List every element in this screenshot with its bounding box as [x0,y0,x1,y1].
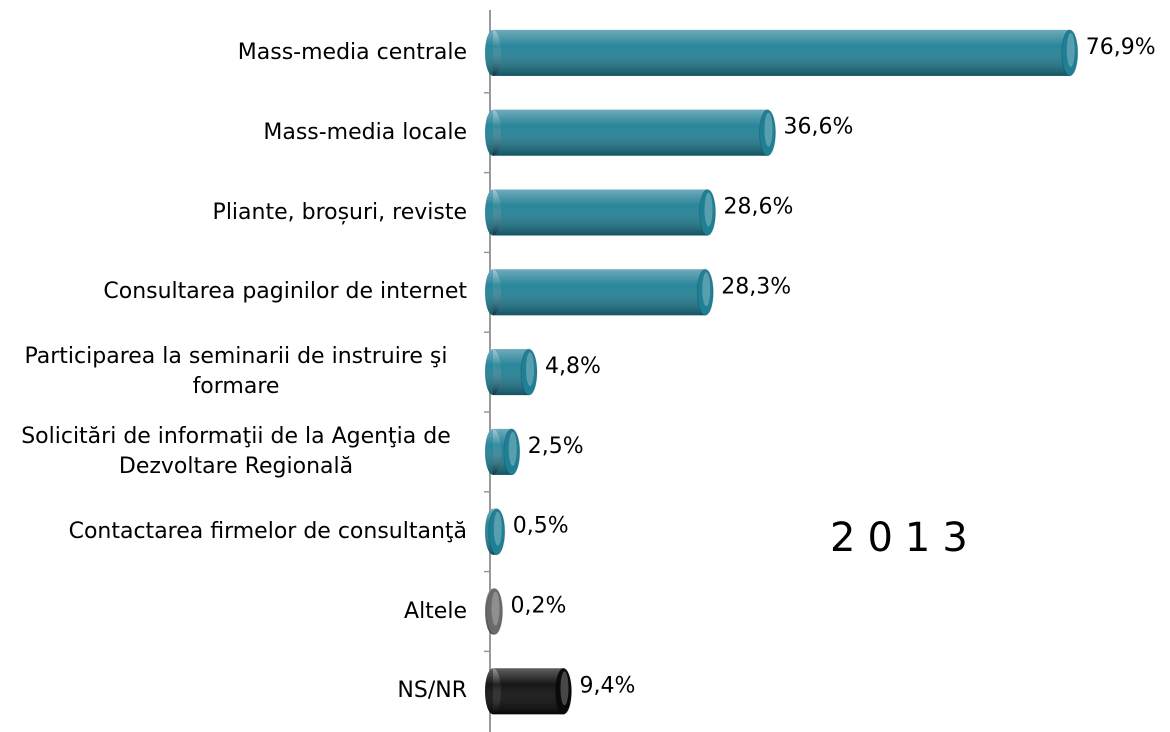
category-text: NS/NR [397,678,467,704]
value-label: 36,6% [784,115,854,140]
category-text: Mass-media locale [263,119,467,145]
bar [485,268,714,316]
category-text: Participarea la seminarii de instruire ş… [24,344,448,400]
category-text: Solicitări de informaţii de la Agenţia d… [21,423,451,479]
value-label: 9,4% [580,673,636,698]
category-text: Contactarea firmelor de consultanţă [68,518,467,544]
value-label: 2,5% [528,434,584,459]
category-label: Mass-media locale [5,98,467,168]
bar [485,109,776,157]
category-label: Altele [5,577,467,647]
bar [485,428,521,476]
bar [485,29,1079,77]
category-label: Pliante, broșuri, reviste [5,178,467,248]
bar [485,667,572,715]
category-label: Consultarea paginilor de internet [5,257,467,327]
value-label: 4,8% [545,354,601,379]
value-label: 76,9% [1086,35,1156,60]
category-label: Solicitări de informaţii de la Agenţia d… [5,417,467,487]
value-label: 0,5% [513,514,569,539]
annotation: 2013 [830,515,980,561]
bar [485,588,503,635]
bar [485,189,716,236]
bar [485,508,506,556]
category-label: Participarea la seminarii de instruire ş… [5,337,467,407]
category-text: Altele [404,598,467,624]
value-label: 0,2% [511,594,567,619]
category-text: Consultarea paginilor de internet [103,279,467,305]
category-label: Mass-media centrale [5,18,467,88]
value-label: 28,3% [721,274,791,299]
category-label: Contactarea firmelor de consultanţă [5,497,467,567]
category-label: NS/NR [5,656,467,726]
bar [485,348,538,396]
category-text: Mass-media centrale [237,39,467,65]
value-label: 28,6% [724,195,794,220]
category-text: Pliante, broșuri, reviste [212,199,467,225]
